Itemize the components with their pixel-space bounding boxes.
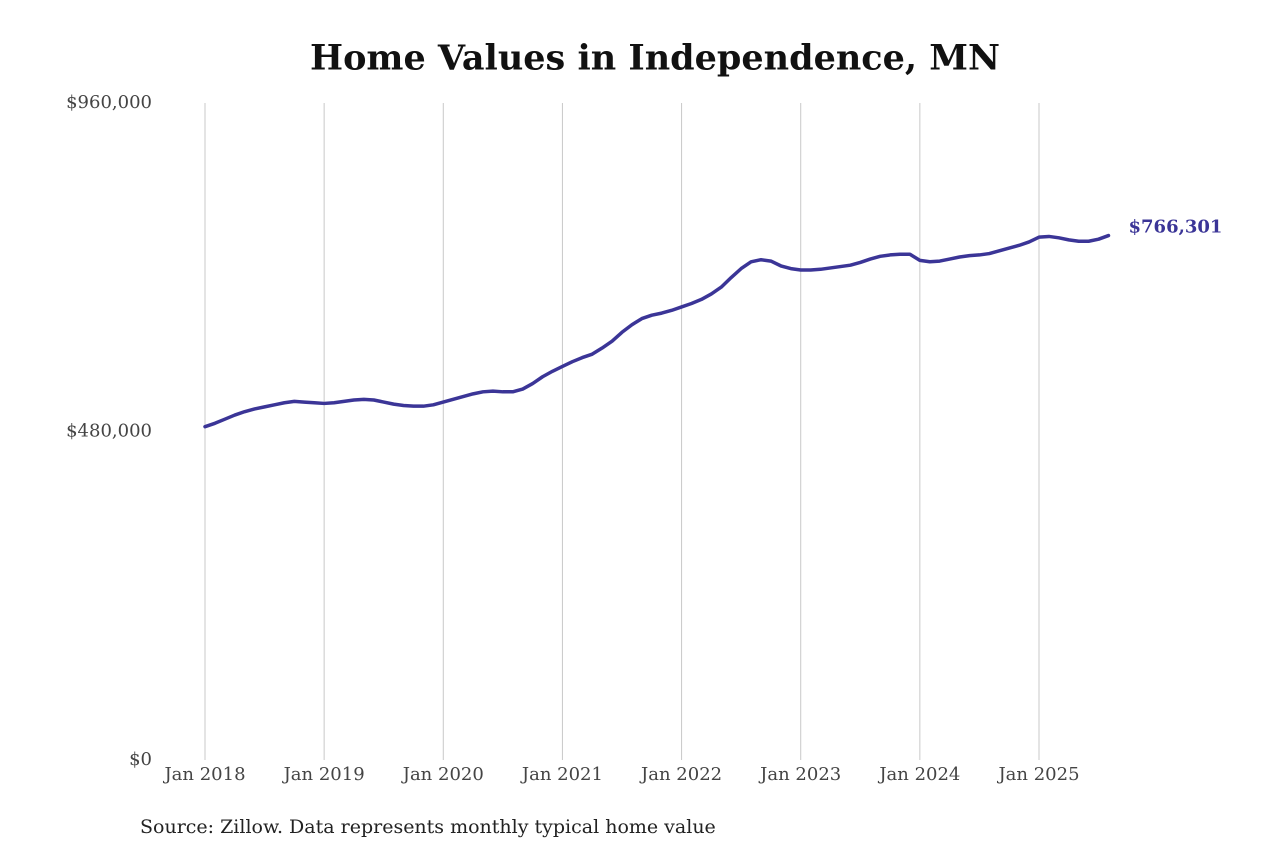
x-tick-label: Jan 2024 [877,764,960,785]
x-tick-label: Jan 2020 [401,764,484,785]
value-label: $766,301 [1129,217,1223,238]
y-tick-label: $480,000 [66,421,152,442]
x-tick-label: Jan 2018 [162,764,245,785]
chart-title: Home Values in Independence, MN [310,38,1000,79]
x-tick-label: Jan 2023 [758,764,841,785]
x-tick-label: Jan 2019 [282,764,365,785]
data-line [203,233,1111,429]
y-tick-label: $0 [129,749,152,770]
source-note: Source: Zillow. Data represents monthly … [140,816,716,838]
x-tick-label: Jan 2022 [639,764,722,785]
y-tick-label: $960,000 [66,92,152,113]
x-tick-label: Jan 2021 [520,764,603,785]
x-tick-label: Jan 2025 [996,764,1079,785]
